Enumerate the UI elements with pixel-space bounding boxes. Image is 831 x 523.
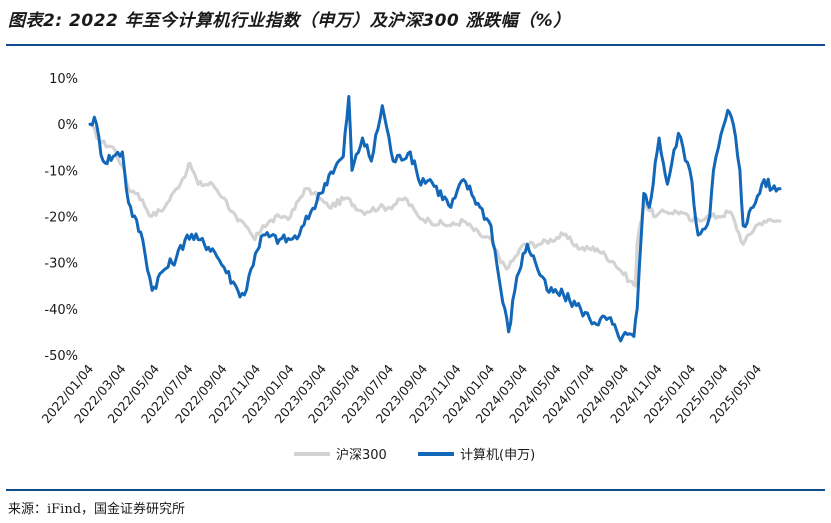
y-tick-label: -40% — [44, 303, 78, 318]
y-tick-label: 0% — [57, 118, 78, 133]
plot-area — [88, 95, 782, 343]
y-tick-label: -10% — [44, 164, 78, 179]
y-tick-label: -20% — [44, 211, 78, 226]
line-chart: 10% 0% -10% -20% -30% -40% -50% 2022/01/042022… — [38, 72, 782, 463]
source-note: 来源：iFind，国金证券研究所 — [8, 502, 186, 517]
y-tick-label: 10% — [49, 72, 78, 87]
bottom-rule — [6, 489, 825, 491]
legend: 沪深300 计算机(申万) — [294, 447, 535, 463]
figure-title: 图表2: 2022 年至今计算机行业指数（申万）及沪深300 涨跌幅（%） — [8, 11, 571, 31]
series-line — [88, 95, 782, 343]
x-axis: 2022/01/042022/03/042022/05/042022/07/04… — [38, 361, 764, 426]
top-rule — [6, 44, 825, 46]
legend-label: 沪深300 — [336, 447, 387, 463]
y-tick-label: -50% — [44, 349, 78, 364]
y-tick-label: -30% — [44, 257, 78, 272]
series-line — [88, 122, 782, 288]
legend-label: 计算机(申万) — [460, 448, 535, 463]
y-axis: 10% 0% -10% -20% -30% -40% -50% — [44, 72, 78, 364]
